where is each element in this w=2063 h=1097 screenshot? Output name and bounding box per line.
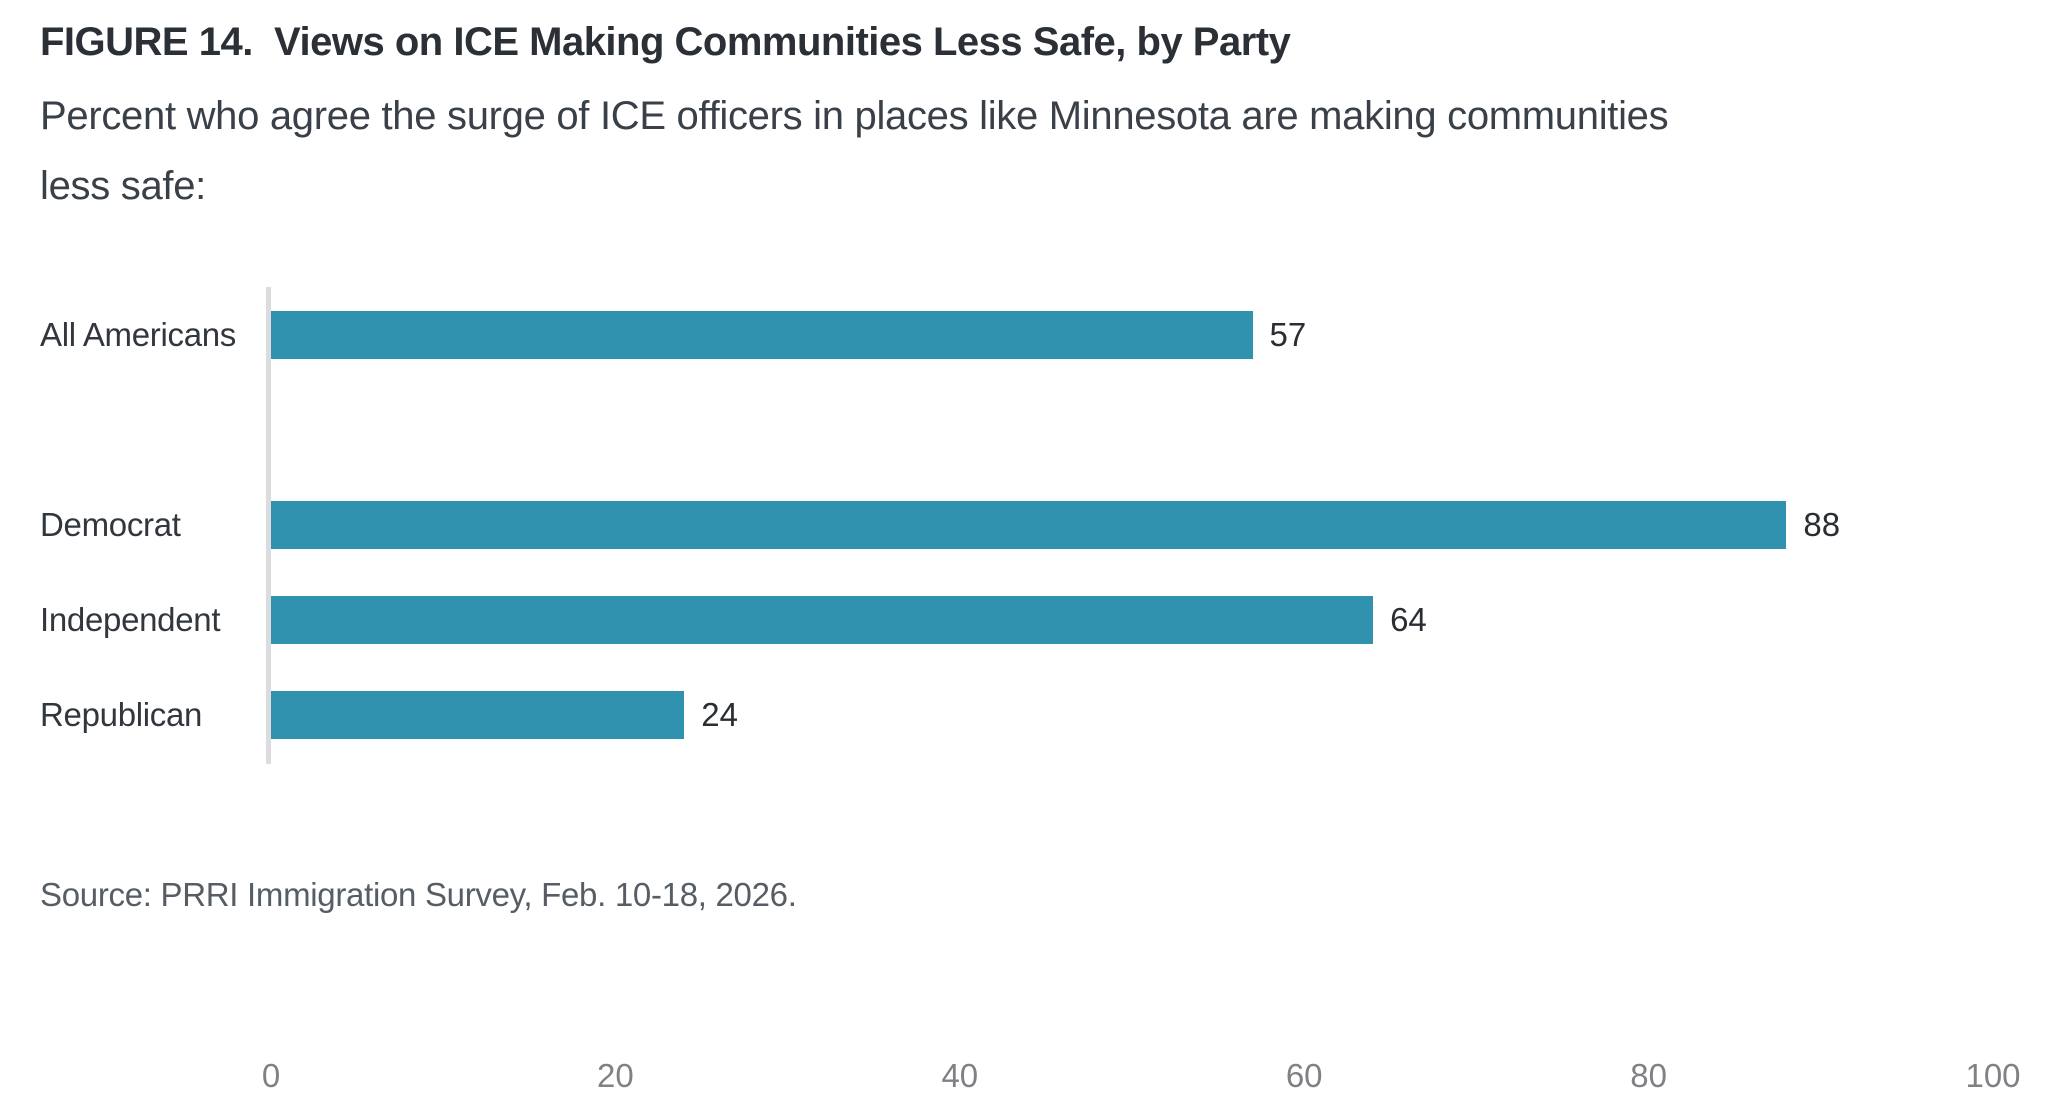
bar-area: 24: [271, 690, 1993, 739]
category-label: Republican: [40, 695, 203, 733]
bar-rows: All Americans 57 Democrat 88 Independent 64 Re…: [0, 287, 2063, 762]
bar: [271, 310, 1253, 359]
figure-header: FIGURE 14. Views on ICE Making Communiti…: [40, 20, 2023, 221]
spacer-row: [0, 382, 2063, 477]
category-label: Democrat: [40, 505, 181, 543]
bar: [271, 595, 1374, 644]
bar-row: Independent 64: [0, 572, 2063, 667]
source-note: Source: PRRI Immigration Survey, Feb. 10…: [40, 876, 797, 913]
value-label: 88: [1803, 505, 1841, 543]
bar: [271, 500, 1787, 549]
x-axis: 0 20 40 60 80 100: [0, 1057, 2063, 1097]
bar-area: 64: [271, 595, 1993, 644]
value-label: 24: [701, 695, 738, 733]
value-label: 64: [1390, 600, 1427, 638]
category-label: Independent: [40, 600, 221, 638]
x-tick-label: 100: [1965, 1057, 2021, 1094]
x-tick-label: 60: [1285, 1057, 1323, 1094]
figure-title: FIGURE 14. Views on ICE Making Communiti…: [40, 20, 1291, 64]
x-tick-label: 80: [1630, 1057, 1667, 1094]
y-axis-line: [266, 287, 271, 764]
bar-row: Democrat 88: [0, 477, 2063, 572]
bar-area: 88: [271, 500, 1993, 549]
figure-subtitle: Percent who agree the surge of ICE offic…: [40, 81, 2023, 221]
bar: [271, 690, 685, 739]
x-tick-label: 0: [261, 1057, 281, 1094]
bar-row: All Americans 57: [0, 287, 2063, 382]
value-label: 57: [1269, 315, 1307, 353]
bar-area: 57: [271, 310, 1993, 359]
category-label: All Americans: [40, 315, 237, 353]
x-tick-label: 20: [597, 1057, 634, 1094]
figure-subtitle-line: Percent who agree the surge of ICE offic…: [40, 94, 1669, 138]
bar-row: Republican 24: [0, 667, 2063, 762]
x-tick-label: 40: [941, 1057, 979, 1094]
figure-subtitle-line: less safe:: [40, 164, 206, 208]
